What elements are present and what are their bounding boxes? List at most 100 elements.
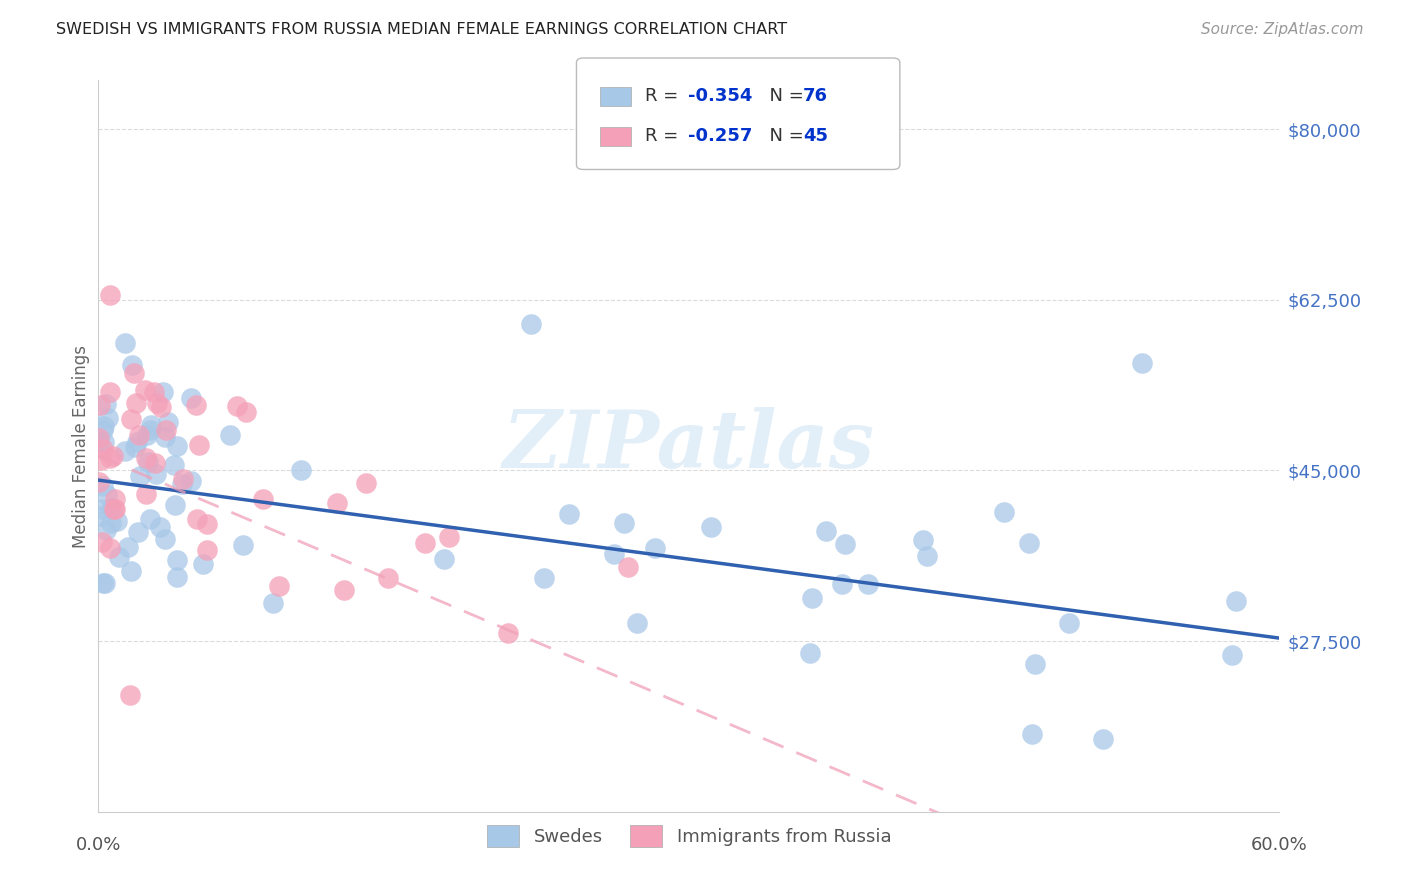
Point	[122, 366, 145, 380]
Text: R =: R =	[645, 87, 685, 105]
Point	[103, 502, 125, 516]
Point	[91, 479, 114, 493]
Point	[163, 498, 186, 512]
Point	[120, 564, 142, 578]
Point	[93, 418, 115, 433]
Point	[613, 516, 636, 530]
Point	[195, 542, 218, 557]
Point	[117, 540, 139, 554]
Point	[184, 398, 207, 412]
Point	[91, 534, 114, 549]
Point	[108, 550, 131, 565]
Point	[125, 435, 148, 450]
Legend: Swedes, Immigrants from Russia: Swedes, Immigrants from Russia	[479, 817, 898, 854]
Point	[290, 463, 312, 477]
Point	[124, 440, 146, 454]
Point	[166, 439, 188, 453]
Point	[125, 396, 148, 410]
Point	[135, 487, 157, 501]
Point	[439, 530, 461, 544]
Point	[814, 524, 837, 538]
Text: 45: 45	[803, 128, 828, 145]
Point	[911, 533, 934, 547]
Point	[377, 571, 399, 585]
Point	[91, 423, 114, 437]
Point	[354, 475, 377, 490]
Point	[104, 501, 127, 516]
Point	[617, 560, 640, 574]
Point	[90, 508, 112, 523]
Point	[166, 569, 188, 583]
Point	[269, 579, 291, 593]
Point	[172, 472, 194, 486]
Point	[100, 500, 122, 515]
Point	[120, 411, 142, 425]
Point	[93, 435, 115, 450]
Point	[128, 428, 150, 442]
Point	[91, 575, 114, 590]
Point	[139, 417, 162, 432]
Point	[105, 515, 128, 529]
Point	[91, 442, 114, 456]
Point	[700, 519, 723, 533]
Point	[127, 525, 149, 540]
Point	[180, 475, 202, 489]
Point	[98, 450, 121, 465]
Point	[558, 507, 581, 521]
Point	[433, 552, 456, 566]
Point	[114, 335, 136, 350]
Point	[145, 467, 167, 481]
Text: N =: N =	[758, 87, 810, 105]
Point	[1021, 727, 1043, 741]
Point	[97, 410, 120, 425]
Point	[98, 385, 121, 400]
Point	[413, 535, 436, 549]
Point	[94, 397, 117, 411]
Point	[1225, 594, 1247, 608]
Point	[332, 582, 354, 597]
Point	[1018, 536, 1040, 550]
Point	[155, 424, 177, 438]
Point	[100, 516, 122, 531]
Point	[800, 591, 823, 606]
Point	[799, 646, 821, 660]
Point	[135, 427, 157, 442]
Text: 60.0%: 60.0%	[1251, 836, 1308, 855]
Point	[1092, 731, 1115, 746]
Point	[193, 558, 215, 572]
Point	[603, 547, 626, 561]
Point	[252, 492, 274, 507]
Point	[96, 523, 118, 537]
Point	[136, 455, 159, 469]
Point	[89, 434, 111, 449]
Point	[235, 405, 257, 419]
Point	[98, 541, 121, 555]
Text: -0.354: -0.354	[688, 87, 752, 105]
Point	[858, 576, 880, 591]
Point	[139, 512, 162, 526]
Point	[219, 427, 242, 442]
Point	[94, 576, 117, 591]
Point	[172, 477, 194, 491]
Point	[195, 516, 218, 531]
Point	[180, 391, 202, 405]
Point	[226, 399, 249, 413]
Point	[496, 625, 519, 640]
Point	[129, 469, 152, 483]
Point	[1130, 356, 1153, 370]
Point	[114, 443, 136, 458]
Point	[1059, 615, 1081, 630]
Text: -0.257: -0.257	[688, 128, 752, 145]
Point	[121, 358, 143, 372]
Point	[262, 597, 284, 611]
Point	[152, 385, 174, 400]
Text: R =: R =	[645, 128, 685, 145]
Point	[166, 553, 188, 567]
Text: 76: 76	[803, 87, 828, 105]
Point	[89, 475, 111, 489]
Point	[103, 449, 125, 463]
Point	[156, 415, 179, 429]
Point	[104, 492, 127, 507]
Point	[89, 398, 111, 412]
Point	[186, 512, 208, 526]
